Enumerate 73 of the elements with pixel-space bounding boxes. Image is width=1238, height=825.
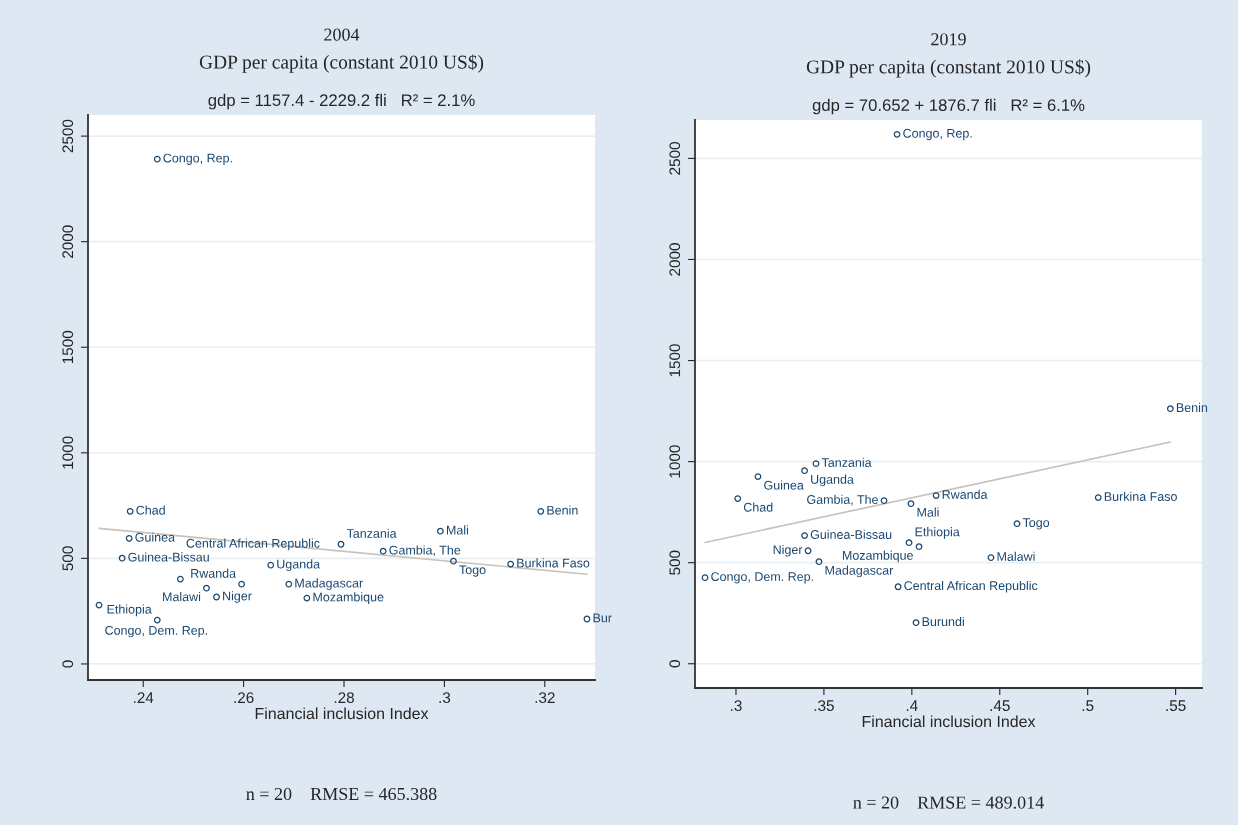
data-label: Uganda: [277, 559, 321, 571]
data-label: Guinea-Bissau: [810, 529, 892, 539]
y-tick-label: 2000: [62, 225, 74, 258]
data-label: Mozambique: [313, 592, 384, 604]
data-label: Guinea-Bissau: [128, 552, 209, 562]
data-label: Benin: [547, 505, 578, 515]
data-label: Rwanda: [191, 568, 237, 578]
data-label: Malawi: [997, 551, 1035, 561]
data-label: Mozambique: [842, 550, 913, 563]
x-tick-label: .3: [439, 692, 451, 704]
y-tick-label: 2500: [669, 142, 681, 175]
chart-title: 2004: [324, 28, 360, 41]
data-label: Rwanda: [942, 489, 988, 499]
data-label: Guinea: [764, 480, 804, 490]
text: n = 20 RMSE = 489.014: [853, 796, 1044, 809]
x-axis-title: Financial inclusion Index: [862, 715, 1036, 728]
y-tick-label: 0: [62, 660, 74, 668]
y-tick-label: 0: [669, 660, 681, 668]
data-label: Niger: [773, 544, 803, 557]
text: gdp = 1157.4 - 2229.2 fli R² = 2.1%: [208, 93, 475, 110]
y-tick-label: 2500: [62, 119, 74, 153]
chart-title: 2019: [931, 33, 966, 46]
data-label: Niger: [223, 591, 252, 603]
data-label: Mali: [917, 507, 939, 517]
data-label: Burundi: [922, 616, 964, 627]
data-label: Bur: [593, 613, 612, 623]
y-tick-label: 1500: [62, 330, 74, 364]
text: gdp = 70.652 + 1876.7 fli R² = 6.1%: [812, 98, 1085, 115]
data-label: Madagascar: [825, 565, 894, 578]
data-label: Congo, Rep.: [903, 128, 972, 141]
data-label: Burkina Faso: [1104, 491, 1177, 501]
data-label: Togo: [459, 565, 486, 577]
data-label: Togo: [1022, 518, 1050, 530]
x-tick-label: .28: [334, 692, 354, 704]
data-label: Gambia, The: [389, 545, 461, 557]
data-label: Burkina Faso: [517, 558, 590, 568]
x-tick-label: .4: [906, 700, 918, 711]
x-tick-label: .35: [814, 700, 834, 712]
data-label: Tanzania: [821, 457, 872, 467]
x-tick-label: .32: [535, 692, 555, 704]
chart-subtitle: GDP per capita (constant 2010 US$): [806, 59, 1091, 78]
x-tick-label: .24: [133, 692, 154, 703]
data-label: Congo, Rep.: [163, 153, 232, 165]
x-axis-title: Financial inclusion Index: [255, 707, 429, 720]
data-label: Congo, Dem. Rep.: [105, 625, 207, 638]
x-tick-label: .55: [1166, 700, 1186, 712]
data-label: Chad: [136, 505, 165, 515]
data-label: Guinea: [135, 532, 176, 542]
data-label: Central African Republic: [186, 538, 320, 551]
x-tick-label: .26: [234, 692, 254, 704]
data-label: Malawi: [163, 592, 201, 602]
data-label: Ethiopia: [107, 604, 152, 617]
data-label: Madagascar: [295, 578, 363, 590]
y-tick-label: 500: [62, 546, 74, 571]
x-tick-label: .3: [731, 700, 742, 712]
x-tick-label: .5: [1082, 700, 1094, 712]
data-label: Benin: [1176, 402, 1208, 412]
data-label: Ethiopia: [915, 527, 960, 539]
data-label: Tanzania: [346, 528, 397, 538]
y-tick-label: 2000: [669, 243, 681, 276]
data-label: Congo, Dem. Rep.: [711, 572, 813, 584]
data-label: Chad: [743, 502, 773, 512]
y-tick-label: 1000: [62, 436, 74, 469]
y-tick-label: 1500: [669, 344, 681, 377]
x-tick-label: .45: [990, 700, 1010, 712]
data-label: Gambia, The: [807, 494, 878, 506]
data-label: Central African Republic: [904, 580, 1038, 593]
text: n = 20 RMSE = 465.388: [246, 787, 437, 801]
chart-subtitle: GDP per capita (constant 2010 US$): [199, 54, 484, 73]
data-label: Uganda: [811, 474, 854, 487]
y-tick-label: 1000: [669, 445, 681, 478]
data-label: Mali: [446, 525, 469, 535]
y-tick-label: 500: [669, 550, 681, 575]
